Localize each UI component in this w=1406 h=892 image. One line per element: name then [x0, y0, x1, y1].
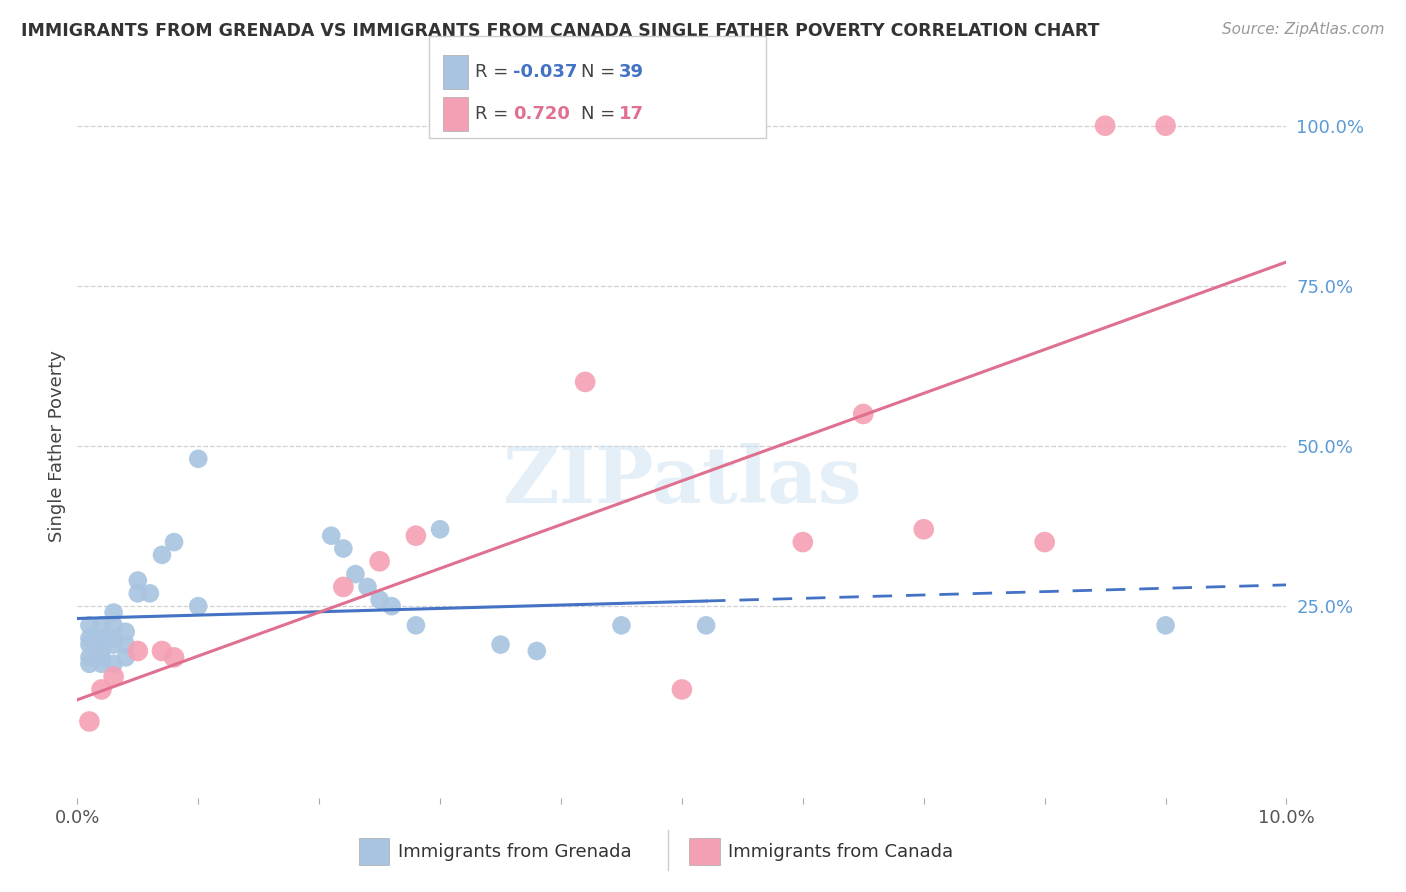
Point: [79, 657, 101, 671]
Point: [912, 522, 935, 536]
Point: [381, 599, 404, 614]
Point: [79, 638, 101, 652]
Text: R =: R =: [475, 63, 515, 81]
Point: [1094, 119, 1116, 133]
Point: [114, 624, 136, 639]
Point: [103, 638, 125, 652]
Point: [368, 592, 391, 607]
Point: [79, 631, 101, 645]
Text: 0.720: 0.720: [513, 105, 569, 123]
Point: [163, 650, 186, 665]
Point: [103, 618, 125, 632]
Text: N =: N =: [581, 105, 620, 123]
Point: [90, 631, 112, 645]
Text: ZIPatlas: ZIPatlas: [502, 443, 862, 519]
Point: [356, 580, 378, 594]
Point: [429, 522, 451, 536]
Text: 17: 17: [619, 105, 644, 123]
Point: [114, 638, 136, 652]
Point: [127, 644, 149, 658]
Point: [187, 599, 209, 614]
Point: [187, 451, 209, 466]
Point: [792, 535, 814, 549]
Point: [90, 682, 112, 697]
Point: [671, 682, 693, 697]
Point: [103, 670, 125, 684]
Point: [489, 638, 512, 652]
Text: Source: ZipAtlas.com: Source: ZipAtlas.com: [1222, 22, 1385, 37]
Point: [1154, 618, 1177, 632]
Point: [852, 407, 875, 421]
Point: [332, 541, 354, 556]
Point: [368, 554, 391, 568]
Point: [344, 567, 367, 582]
Point: [79, 714, 101, 729]
Y-axis label: Single Father Poverty: Single Father Poverty: [48, 350, 66, 542]
Point: [150, 548, 173, 562]
Point: [90, 657, 112, 671]
Point: [150, 644, 173, 658]
Point: [332, 580, 354, 594]
Text: 39: 39: [619, 63, 644, 81]
Point: [90, 638, 112, 652]
Point: [127, 586, 149, 600]
Point: [1154, 119, 1177, 133]
Text: N =: N =: [581, 63, 620, 81]
Point: [103, 606, 125, 620]
Text: Immigrants from Grenada: Immigrants from Grenada: [398, 843, 631, 861]
Text: R =: R =: [475, 105, 515, 123]
Point: [90, 650, 112, 665]
Point: [79, 618, 101, 632]
Point: [405, 529, 427, 543]
Point: [127, 574, 149, 588]
Point: [574, 375, 596, 389]
Point: [103, 631, 125, 645]
Text: IMMIGRANTS FROM GRENADA VS IMMIGRANTS FROM CANADA SINGLE FATHER POVERTY CORRELAT: IMMIGRANTS FROM GRENADA VS IMMIGRANTS FR…: [21, 22, 1099, 40]
Point: [610, 618, 633, 632]
Point: [103, 657, 125, 671]
Point: [90, 644, 112, 658]
Point: [526, 644, 548, 658]
Point: [405, 618, 427, 632]
Point: [321, 529, 343, 543]
Text: -0.037: -0.037: [513, 63, 578, 81]
Point: [139, 586, 162, 600]
Point: [163, 535, 186, 549]
Point: [1033, 535, 1056, 549]
Point: [114, 650, 136, 665]
Point: [79, 650, 101, 665]
Point: [695, 618, 717, 632]
Text: Immigrants from Canada: Immigrants from Canada: [728, 843, 953, 861]
Point: [90, 618, 112, 632]
